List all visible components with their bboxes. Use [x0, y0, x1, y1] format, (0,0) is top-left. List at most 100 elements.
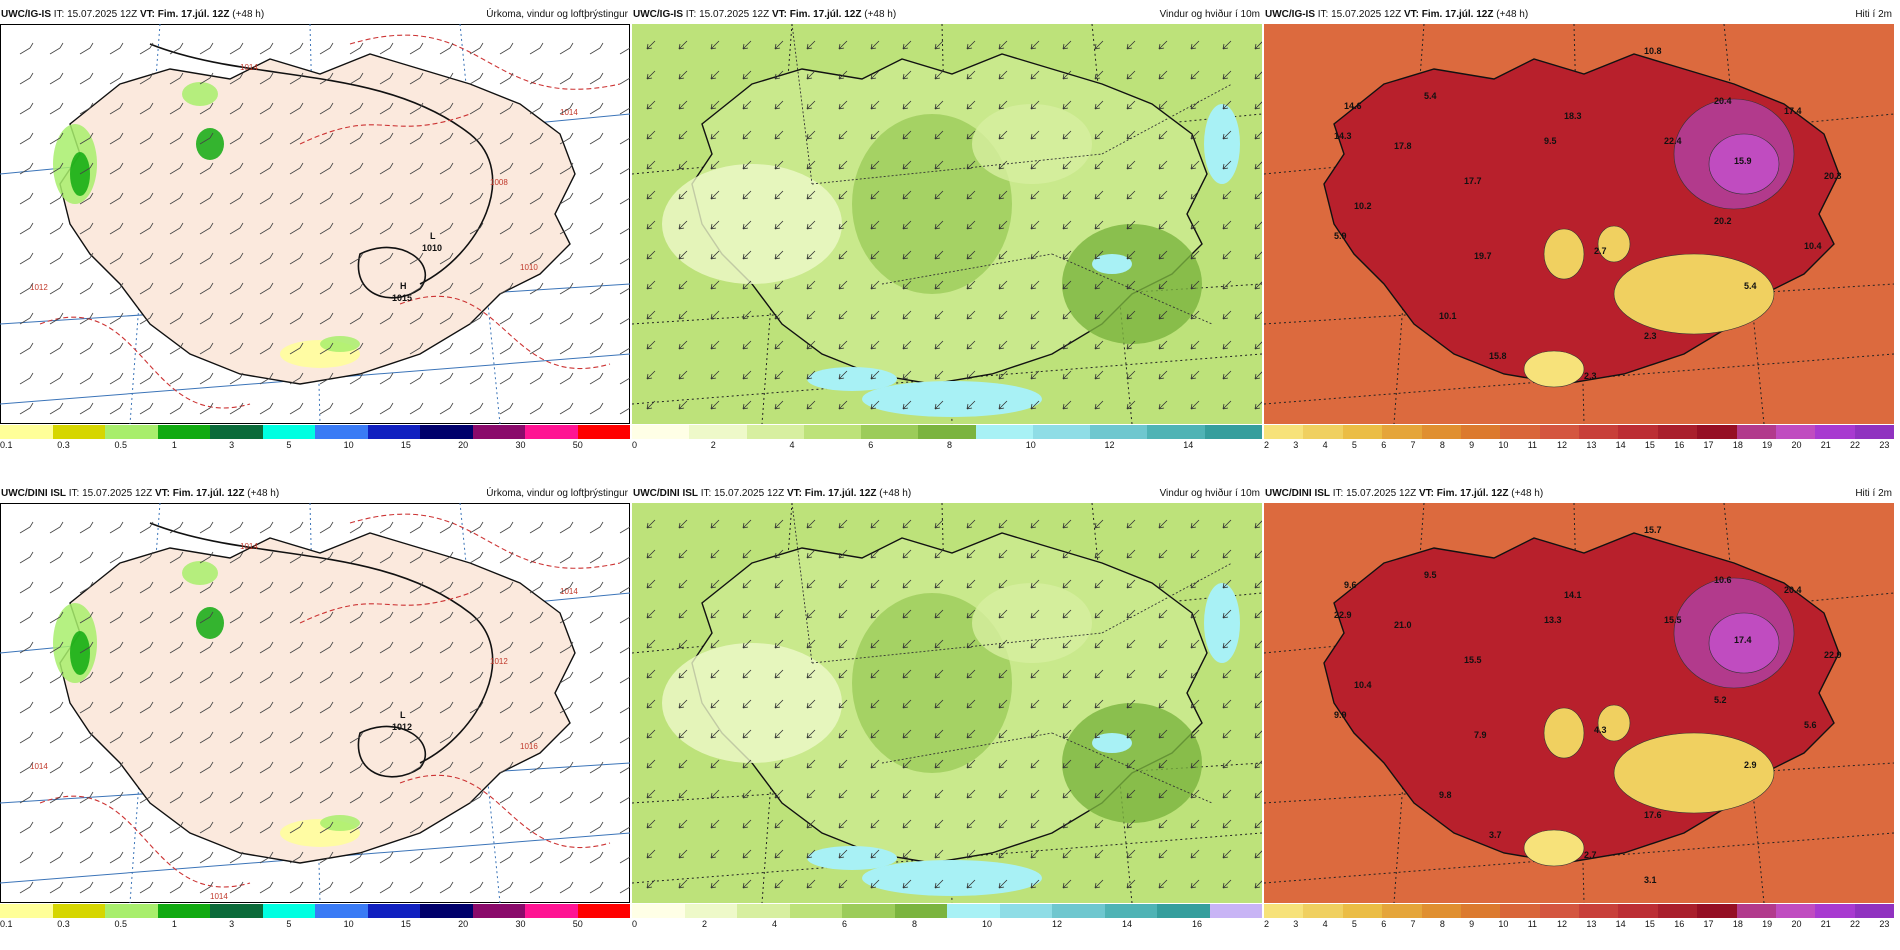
temperature-contour	[299, 592, 471, 624]
it-value: 15.07.2025 12Z	[699, 9, 770, 20]
wind-arrow	[934, 729, 944, 739]
wind-arrow	[966, 549, 976, 559]
region-boundary	[881, 253, 1053, 285]
wind-barb	[529, 282, 544, 295]
colorbar-ticks: 0 2 4 6 8 10 12 14 16	[632, 919, 1262, 931]
wind-barb	[199, 611, 214, 624]
iceland-map: L 1012 1014 1014 1014 1012 1016 1014	[0, 503, 630, 903]
wind-barb	[409, 881, 424, 894]
wind-barb	[289, 611, 304, 624]
colorbar-swatch	[1052, 904, 1105, 918]
lead-time: (+48 h)	[879, 488, 912, 499]
wind-barb	[349, 402, 364, 415]
colorbar-tick-label: 8	[1439, 919, 1445, 929]
colorbar-swatch	[1147, 425, 1205, 439]
colorbar-swatch	[210, 425, 263, 439]
wind-arrow	[870, 639, 880, 649]
wind-arrow	[870, 70, 880, 80]
wind-arrow	[806, 609, 816, 619]
wind-arrow	[774, 879, 784, 889]
wind-arrow	[1030, 729, 1040, 739]
wind-barb	[319, 282, 334, 295]
wind-barb	[469, 581, 484, 594]
wind-barb	[349, 671, 364, 684]
lead-time: (+48 h)	[1496, 9, 1529, 20]
wind-barb	[589, 671, 604, 684]
wind-arrow	[710, 70, 720, 80]
wind-arrow	[774, 549, 784, 559]
wind-arrow	[998, 519, 1008, 529]
wind-barb	[79, 731, 94, 744]
wind-barb	[379, 641, 394, 654]
temperature-label: 10.2	[1354, 201, 1372, 211]
wind-arrow	[870, 519, 880, 529]
wind-arrow	[998, 130, 1008, 140]
isobar-label: 1014	[240, 542, 258, 551]
wind-barb	[349, 611, 364, 624]
wind-barb	[409, 761, 424, 774]
wind-arrow	[710, 579, 720, 589]
wind-barb	[379, 521, 394, 534]
temperature-label: 2.9	[1744, 760, 1757, 770]
wind-barb	[259, 581, 274, 594]
colorbar-tick-label: 7	[1410, 919, 1416, 929]
colorbar-swatch	[1204, 425, 1262, 439]
wind-barb	[199, 701, 214, 714]
wind-arrow	[838, 40, 848, 50]
wind-arrow	[934, 310, 944, 320]
colorbar-swatch	[315, 425, 368, 439]
wind-arrow	[806, 130, 816, 140]
wind-arrow	[646, 340, 656, 350]
wind-arrow	[678, 879, 688, 889]
wind-arrow	[678, 370, 688, 380]
it-label: IT:	[68, 488, 80, 499]
wind-barb	[19, 521, 34, 534]
wind-barb	[289, 521, 304, 534]
wind-arrow	[1030, 40, 1040, 50]
wind-barb	[49, 402, 64, 415]
wind-arrow	[1126, 400, 1136, 410]
wind-barb	[469, 132, 484, 145]
wind-arrow	[998, 639, 1008, 649]
temperature-label: 10.8	[1644, 46, 1662, 56]
temperature-label: 14.6	[1344, 101, 1362, 111]
wind-arrow	[710, 519, 720, 529]
wind-arrow	[838, 639, 848, 649]
wind-barb	[559, 821, 574, 834]
wind-barb	[139, 132, 154, 145]
wind-arrow	[1030, 130, 1040, 140]
wind-barb	[229, 162, 244, 175]
wind-arrow	[710, 639, 720, 649]
wind-barb	[559, 791, 574, 804]
wind-barb	[379, 551, 394, 564]
wind-barb	[229, 192, 244, 205]
wind-barb	[589, 342, 604, 355]
wind-barb	[139, 312, 154, 325]
vt-value: Fim. 17.júl. 12Z	[1436, 488, 1509, 499]
wind-arrow	[934, 519, 944, 529]
wind-barb	[199, 342, 214, 355]
wind-arrow	[710, 370, 720, 380]
wind-arrow	[1190, 729, 1200, 739]
temperature-label: 22.9	[1334, 610, 1352, 620]
wind-barb	[229, 282, 244, 295]
wind-barb	[589, 821, 604, 834]
wind-arrow	[966, 759, 976, 769]
colorbar-swatch	[1815, 425, 1855, 439]
wind-arrow	[934, 699, 944, 709]
wind-barb	[619, 826, 630, 834]
colorbar-swatch	[947, 904, 1000, 918]
wind-arrow	[678, 669, 688, 679]
wind-arrow	[1190, 819, 1200, 829]
wind-arrow	[998, 190, 1008, 200]
wind-arrow	[646, 310, 656, 320]
wind-barb	[529, 312, 544, 325]
wind-arrow	[1062, 819, 1072, 829]
colorbar-tick-label: 0.1	[0, 919, 13, 929]
wind-arrow	[1094, 549, 1104, 559]
wind-barb	[409, 671, 424, 684]
lead-time: (+48 h)	[232, 9, 265, 20]
wind-arrow	[1126, 699, 1136, 709]
wind-barb	[409, 581, 424, 594]
wind-barb	[169, 102, 184, 115]
